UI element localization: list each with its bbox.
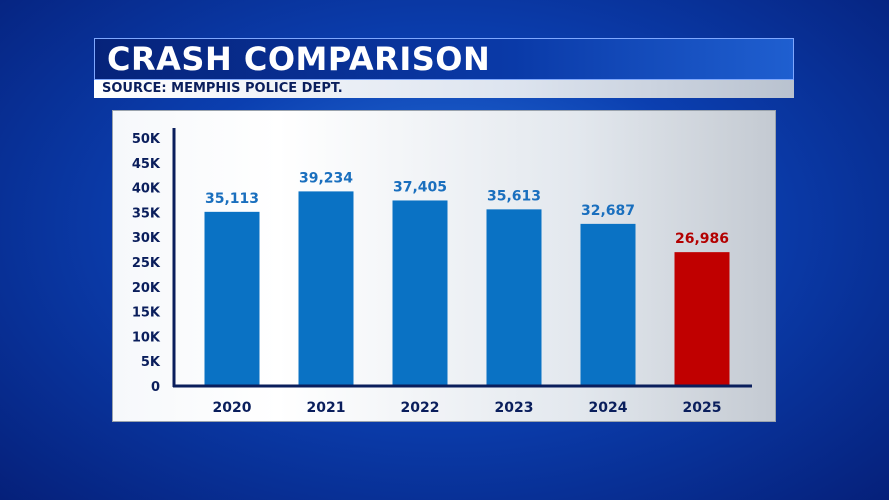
bar <box>298 191 354 386</box>
chart-title: CRASH COMPARISON <box>107 40 491 78</box>
y-tick-label: 45K <box>132 157 161 172</box>
source-bar: SOURCE: MEMPHIS POLICE DEPT. <box>94 80 794 98</box>
x-tick-label: 2021 <box>307 400 346 416</box>
x-tick-label: 2024 <box>589 400 628 416</box>
bar <box>392 200 448 386</box>
data-label: 35,613 <box>487 188 541 204</box>
y-tick-label: 30K <box>132 231 161 246</box>
y-tick-label: 20K <box>132 281 161 296</box>
y-tick-label: 35K <box>132 206 161 221</box>
bar <box>486 209 542 386</box>
y-tick-label: 10K <box>132 330 161 345</box>
data-label: 26,986 <box>675 231 729 247</box>
source-label: SOURCE: MEMPHIS POLICE DEPT. <box>102 81 343 96</box>
data-label: 39,234 <box>299 170 353 186</box>
y-tick-label: 40K <box>132 182 161 197</box>
data-label: 37,405 <box>393 179 447 195</box>
title-bar: CRASH COMPARISON <box>94 38 794 80</box>
y-tick-label: 25K <box>132 256 161 271</box>
y-tick-label: 5K <box>141 355 161 370</box>
bar <box>674 252 730 386</box>
x-tick-label: 2020 <box>213 400 252 416</box>
x-tick-label: 2025 <box>683 400 722 416</box>
y-tick-label: 50K <box>132 132 161 147</box>
x-tick-label: 2023 <box>495 400 534 416</box>
bar <box>204 211 260 386</box>
bar <box>580 223 636 386</box>
data-label: 32,687 <box>581 203 635 219</box>
y-tick-label: 15K <box>132 306 161 321</box>
y-tick-label: 0 <box>151 380 160 395</box>
data-label: 35,113 <box>205 191 259 207</box>
x-tick-label: 2022 <box>401 400 440 416</box>
